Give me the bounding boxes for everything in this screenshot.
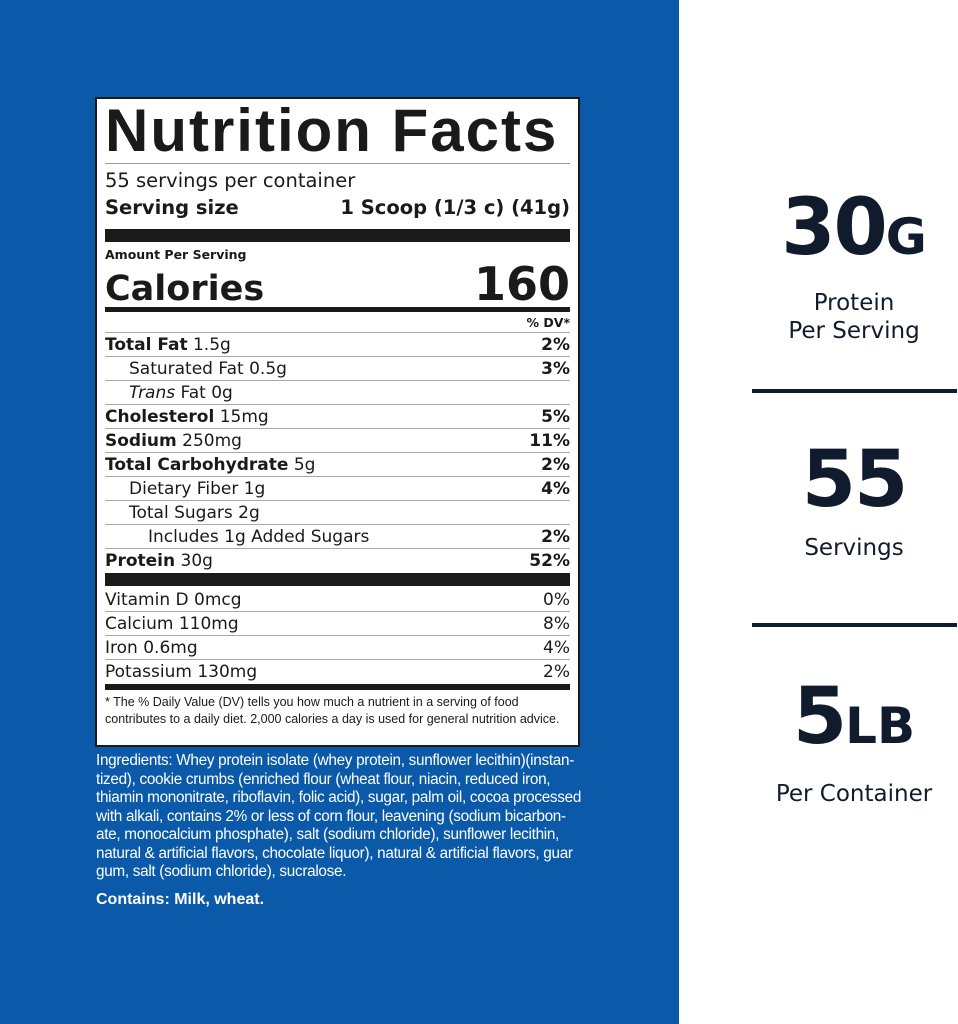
nutrient-name: Total Carbohydrate <box>105 455 289 475</box>
stat-caption: Per Serving <box>788 318 920 344</box>
nutrient-amount: 2g <box>238 503 260 523</box>
medium-divider <box>105 307 570 312</box>
nutrient-name: Cholesterol <box>105 407 215 427</box>
nutrient-row-added-sugars: Includes 1g Added Sugars 2% <box>105 525 570 549</box>
ingredients-block: Ingredients: Whey protein isolate (whey … <box>96 752 586 910</box>
vitamin-name: Iron <box>105 638 138 658</box>
stat-unit: G <box>885 208 927 266</box>
vitamin-amount: 0mcg <box>194 590 242 610</box>
nutrient-row-total-carbohydrate: Total Carbohydrate 5g 2% <box>105 453 570 477</box>
amount-per-serving: Amount Per Serving <box>105 247 247 262</box>
thick-divider <box>105 229 570 242</box>
vitamin-name: Calcium <box>105 614 174 634</box>
vitamin-name: Potassium <box>105 662 192 682</box>
nutrient-row-protein: Protein 30g 52% <box>105 549 570 573</box>
vitamin-amount: 110mg <box>178 614 239 634</box>
nutrient-amount: 0.5g <box>249 359 287 379</box>
nutrient-name: Total Fat <box>105 335 188 355</box>
nutrient-list: Total Fat 1.5g 2% Saturated Fat 0.5g 3% Tr… <box>105 333 570 573</box>
servings-per-container: 55 servings per container <box>105 169 356 192</box>
vitamin-dv: 2% <box>543 662 570 682</box>
nutrient-dv: 2% <box>541 527 570 547</box>
vitamin-row-iron: Iron 0.6mg 4% <box>105 636 570 660</box>
calories-row: Calories 160 <box>105 257 570 311</box>
medium-divider <box>105 684 570 690</box>
stat-value: 55 <box>801 435 909 525</box>
nutrient-amount: 250mg <box>182 431 242 451</box>
nutrient-row-total-fat: Total Fat 1.5g 2% <box>105 333 570 357</box>
vitamin-name: Vitamin D <box>105 590 189 610</box>
nutrient-dv: 2% <box>541 455 570 475</box>
nutrient-row-trans-fat: Trans Fat 0g <box>105 381 570 405</box>
serving-size-label: Serving size <box>105 196 239 219</box>
stat-protein: 30G Protein Per Serving <box>752 188 956 345</box>
nutrient-dv: 11% <box>529 431 570 451</box>
nutrient-name: Includes 1g Added Sugars <box>148 527 370 547</box>
calories-label: Calories <box>105 269 265 309</box>
serving-size-value: 1 Scoop (1/3 c) (41g) <box>340 196 570 219</box>
nutrient-name: Dietary Fiber <box>129 479 239 499</box>
footnote: * The % Daily Value (DV) tells you how m… <box>105 695 560 726</box>
separator <box>752 623 957 627</box>
nutrient-row-dietary-fiber: Dietary Fiber 1g 4% <box>105 477 570 501</box>
stat-caption: Per Container <box>775 781 933 807</box>
divider <box>105 163 570 164</box>
nutrient-row-total-sugars: Total Sugars 2g <box>105 501 570 525</box>
vitamin-row-vitamin-d: Vitamin D 0mcg 0% <box>105 588 570 612</box>
stat-servings: 55 Servings <box>752 440 956 562</box>
nutrition-facts-label: Nutrition Facts 55 servings per containe… <box>95 97 580 747</box>
nutrient-row-sodium: Sodium 250mg 11% <box>105 429 570 453</box>
thick-divider <box>105 573 570 586</box>
nutrient-name: Saturated Fat <box>129 359 244 379</box>
nutrient-amount: 1.5g <box>192 335 231 355</box>
stat-caption: Servings <box>804 535 904 561</box>
nutrient-dv: 4% <box>541 479 570 499</box>
nutrient-row-cholesterol: Cholesterol 15mg 5% <box>105 405 570 429</box>
dv-header: % DV* <box>105 314 570 333</box>
nutrient-name-suffix: Fat <box>180 383 206 403</box>
nutrient-name: Sodium <box>105 431 177 451</box>
nutrient-dv: 52% <box>529 551 570 571</box>
stat-unit: LB <box>845 697 916 755</box>
vitamin-amount: 130mg <box>197 662 258 682</box>
vitamin-dv: 0% <box>543 590 570 610</box>
nutrient-name: Trans <box>129 383 176 403</box>
serving-size-row: Serving size 1 Scoop (1/3 c) (41g) <box>105 196 570 220</box>
ingredients-text: Ingredients: Whey protein isolate (whey … <box>96 752 582 880</box>
stat-container-weight: 5LB Per Container <box>752 677 956 808</box>
stat-caption: Protein <box>813 290 895 316</box>
nutrient-amount: 1g <box>243 479 266 499</box>
label-title: Nutrition Facts <box>105 97 559 164</box>
stat-value: 5 <box>792 672 847 762</box>
nutrient-dv: 3% <box>541 359 570 379</box>
nutrient-name: Protein <box>105 551 176 571</box>
stat-value: 30 <box>781 183 888 273</box>
nutrient-amount: 0g <box>211 383 233 403</box>
vitamin-row-calcium: Calcium 110mg 8% <box>105 612 570 636</box>
vitamin-list: Vitamin D 0mcg 0% Calcium 110mg 8% Iron 0.… <box>105 588 570 684</box>
vitamin-amount: 0.6mg <box>143 638 198 658</box>
allergen-statement: Contains: Milk, wheat. <box>96 890 265 908</box>
nutrient-dv: 5% <box>541 407 570 427</box>
vitamin-dv: 4% <box>543 638 570 658</box>
nutrient-name: Total Sugars <box>129 503 233 523</box>
nutrient-row-saturated-fat: Saturated Fat 0.5g 3% <box>105 357 570 381</box>
nutrient-dv: 2% <box>541 335 570 355</box>
calories-value: 160 <box>473 257 570 311</box>
vitamin-dv: 8% <box>543 614 570 634</box>
separator <box>752 389 957 393</box>
nutrient-amount: 30g <box>180 551 213 571</box>
nutrient-amount: 5g <box>293 455 316 475</box>
vitamin-row-potassium: Potassium 130mg 2% <box>105 660 570 684</box>
nutrient-amount: 15mg <box>219 407 269 427</box>
